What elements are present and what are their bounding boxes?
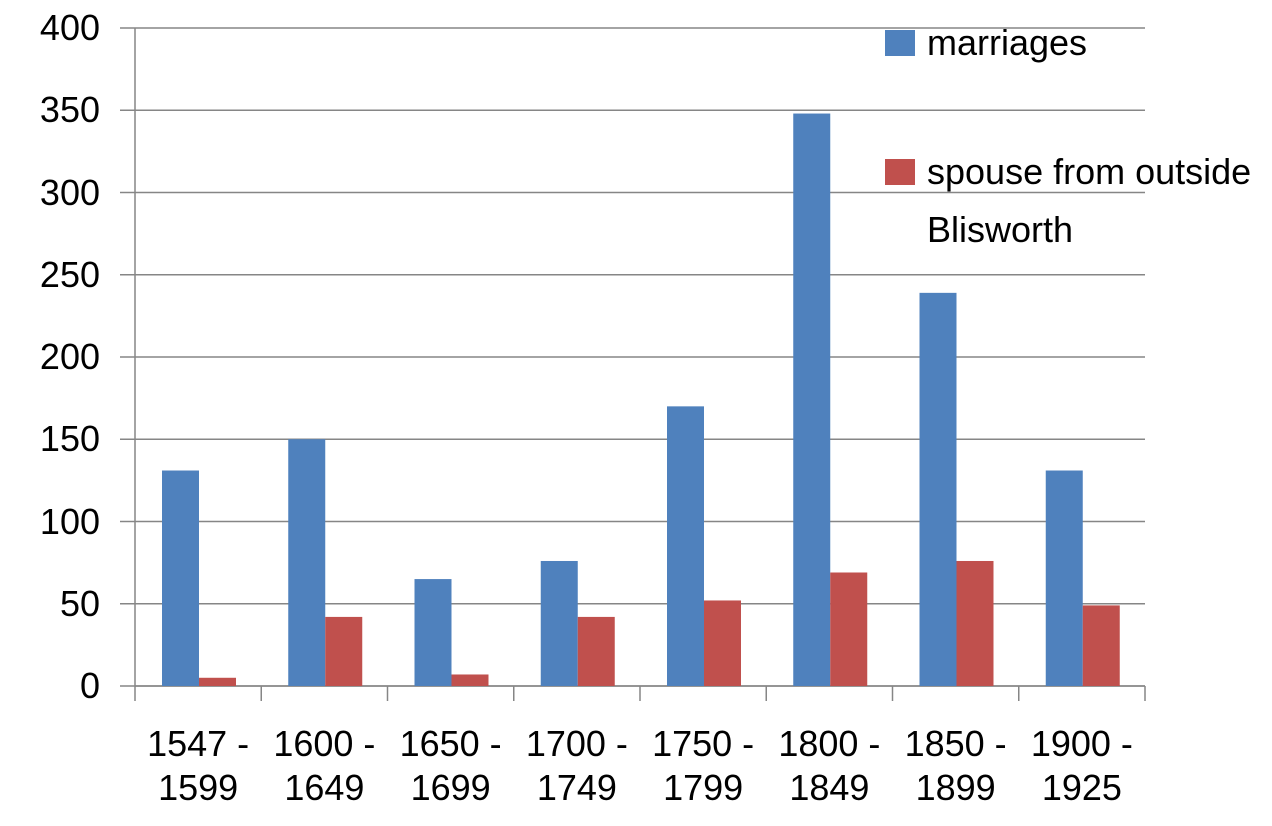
x-tick-label: 1650 - 1699	[399, 723, 502, 808]
y-tick-label: 100	[39, 500, 100, 542]
bar	[956, 560, 994, 686]
x-tick-label: 1800 - 1849	[778, 723, 881, 808]
bar	[667, 406, 704, 686]
y-tick-label: 50	[59, 582, 100, 624]
bar	[325, 616, 363, 686]
x-tick-label: 1750 - 1799	[652, 723, 755, 808]
x-tick-label: 1700 - 1749	[525, 723, 628, 808]
bar	[288, 439, 326, 686]
x-tick-label: 1600 - 1649	[273, 723, 376, 808]
bar	[540, 560, 578, 686]
bar	[1045, 470, 1083, 686]
y-tick-label: 150	[39, 418, 100, 460]
bar	[199, 677, 236, 686]
bar	[414, 579, 452, 686]
legend-label: marriages	[927, 22, 1088, 63]
legend-item: marriages	[885, 14, 1270, 72]
legend-label: spouse from outside Blisworth	[927, 151, 1252, 250]
y-tick-label: 0	[79, 665, 100, 706]
bar	[830, 572, 868, 686]
legend-swatch	[885, 159, 915, 185]
x-tick-label: 1900 - 1925	[1030, 723, 1133, 808]
x-tick-label: 1850 - 1899	[904, 723, 1007, 808]
y-tick-label: 400	[39, 7, 100, 48]
legend-swatch	[885, 30, 915, 56]
y-tick-label: 350	[39, 89, 100, 131]
x-tick-label: 1547 - 1599	[147, 723, 250, 808]
y-tick-label: 300	[39, 171, 100, 213]
bar	[451, 674, 489, 686]
bar	[162, 470, 199, 686]
bar	[1082, 605, 1120, 686]
bar	[704, 600, 741, 686]
bar	[793, 113, 831, 687]
y-tick-label: 200	[39, 336, 100, 377]
legend-item: spouse from outside Blisworth	[885, 143, 1270, 259]
y-tick-label: 250	[39, 253, 100, 295]
bar	[577, 616, 615, 686]
bar	[919, 292, 957, 686]
